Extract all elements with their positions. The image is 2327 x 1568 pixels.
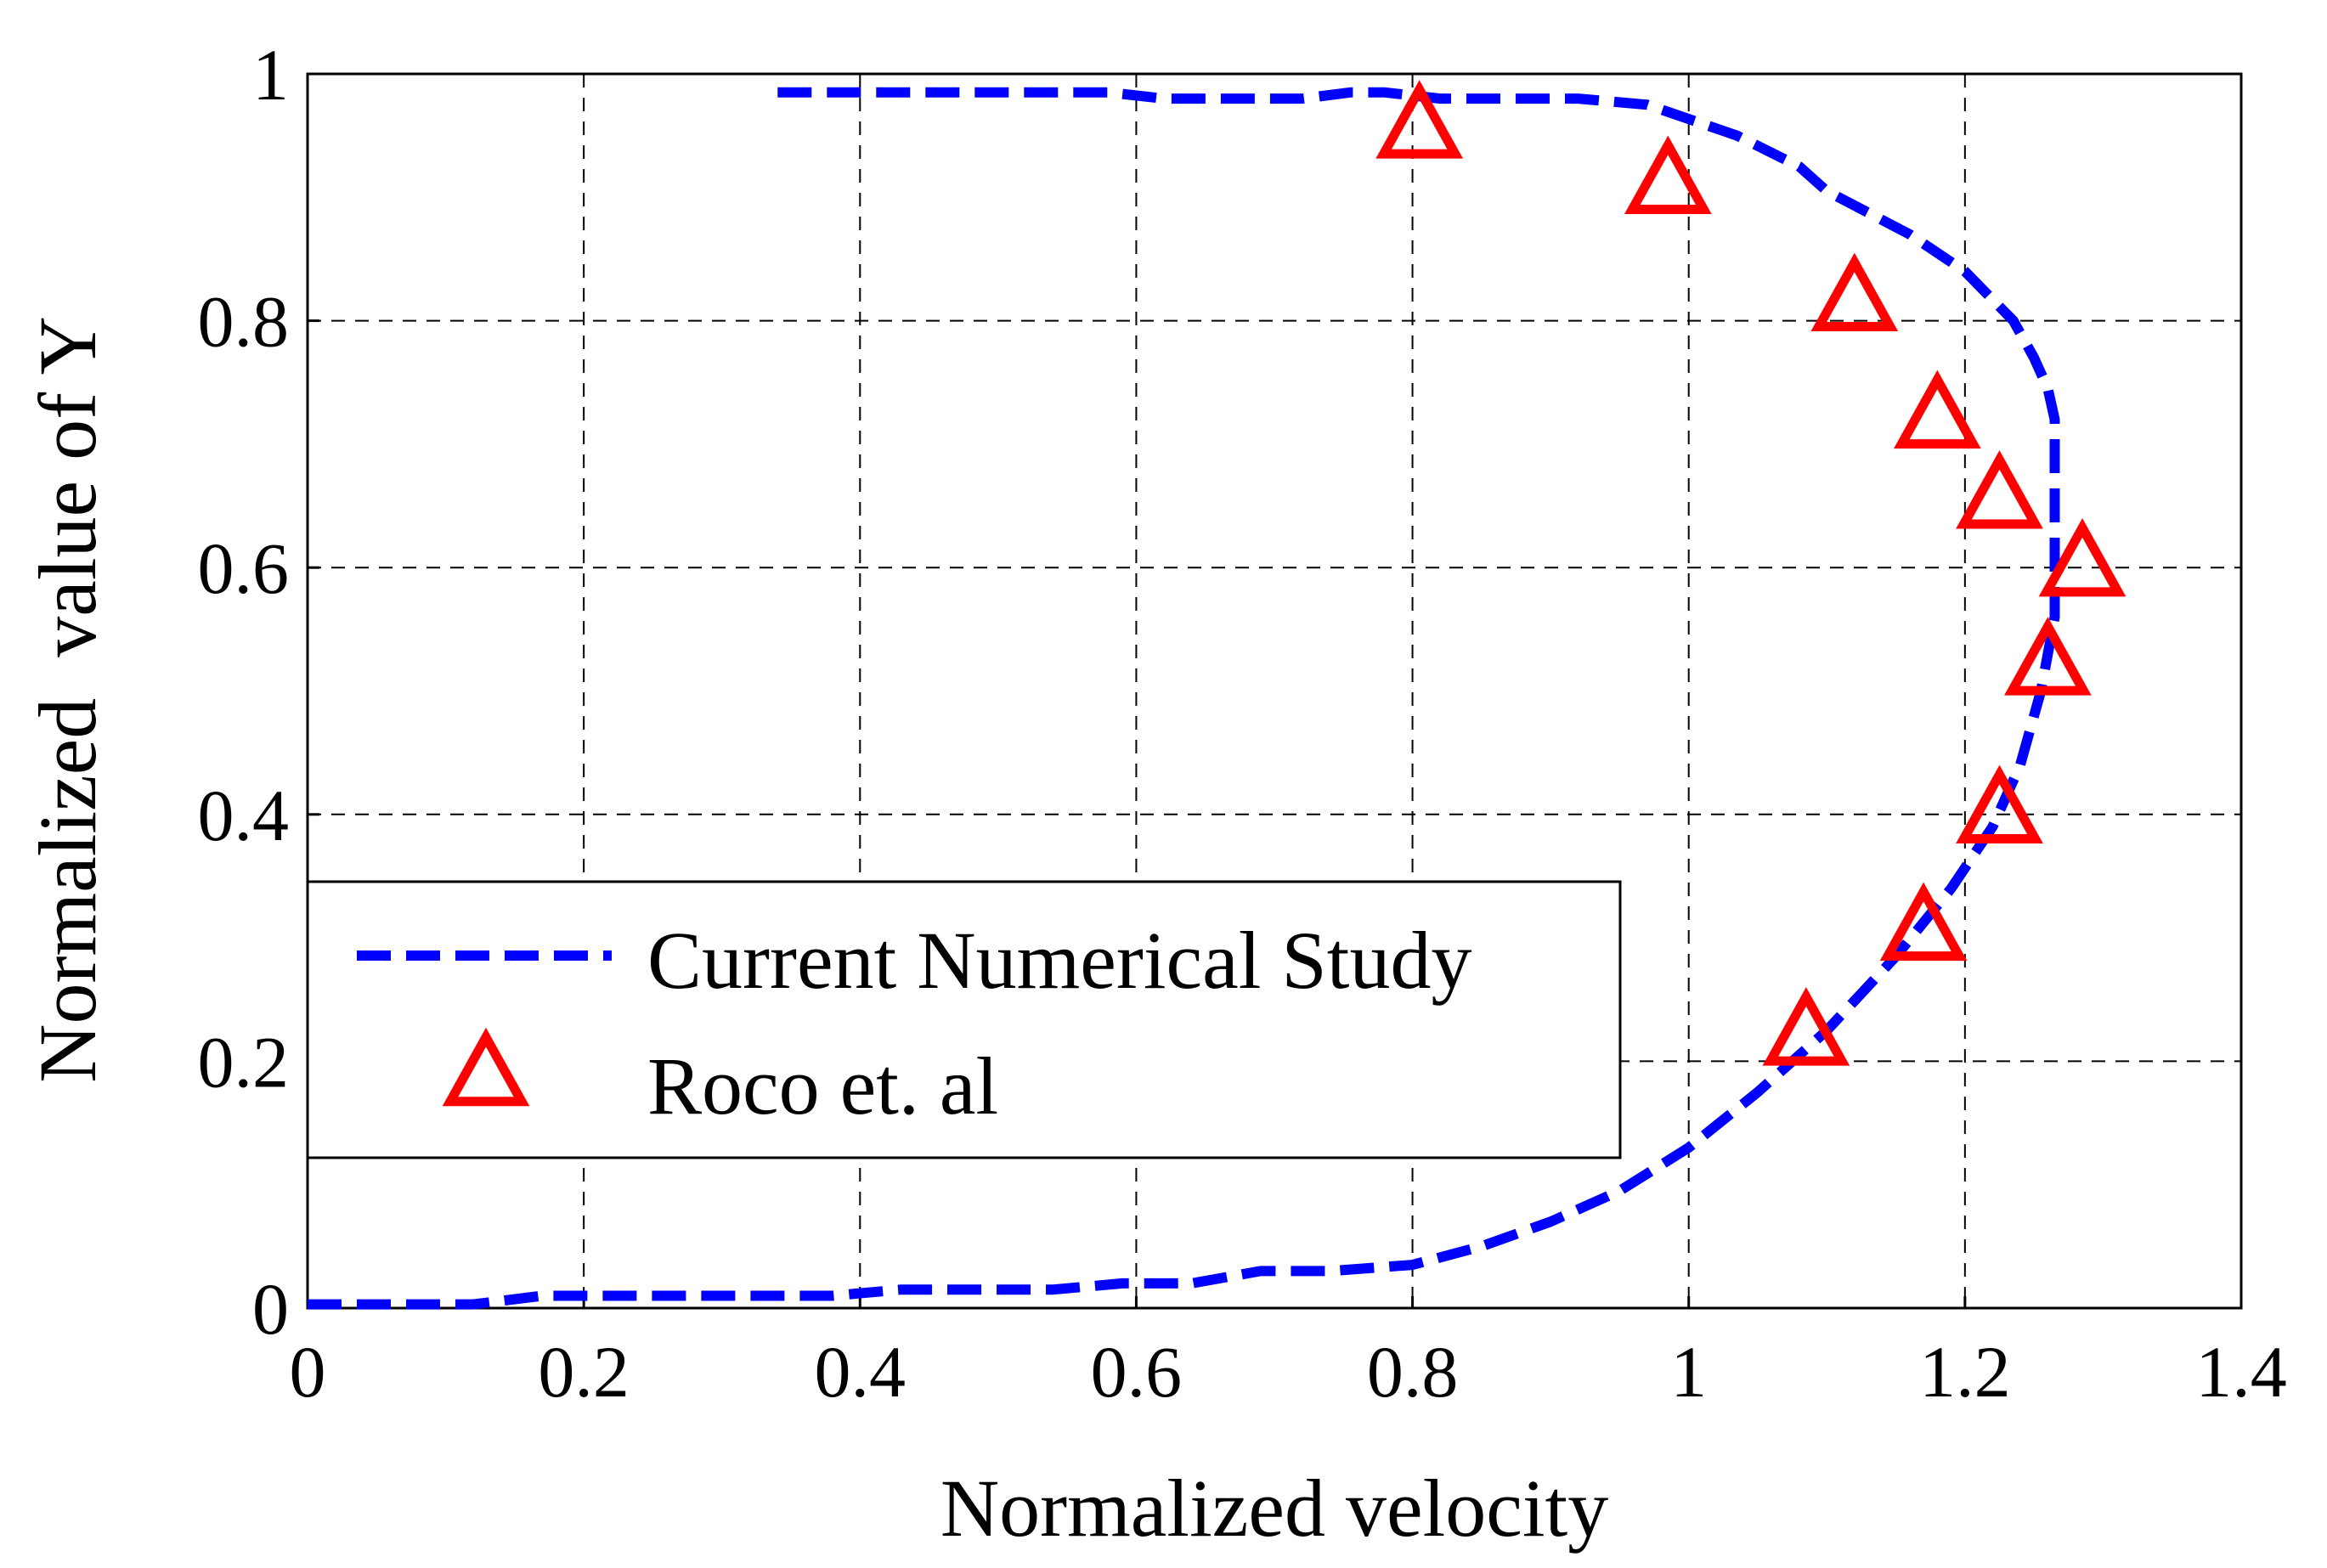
series-group: [308, 80, 2126, 1310]
x-tick-label: 0.6: [1091, 1331, 1183, 1413]
y-tick-label: 1: [252, 34, 289, 116]
plot-area-border: [306, 72, 2243, 1310]
y-axis-title: Normalized value of Y: [22, 316, 113, 1083]
data-point-roco-et-al: [1879, 882, 1968, 962]
x-tick-label: 1.4: [2195, 1331, 2287, 1413]
x-tick-label: 0: [290, 1331, 326, 1413]
data-point-roco-et-al: [1810, 252, 1899, 332]
legend-triangle-marker: [442, 1027, 530, 1107]
x-tick-label: 0.8: [1367, 1331, 1459, 1413]
data-point-roco-et-al: [1893, 369, 1981, 449]
y-tick-label: 0.6: [198, 527, 290, 609]
x-tick-label: 0.2: [538, 1331, 630, 1413]
data-point-roco-et-al: [1624, 135, 1712, 214]
data-point-roco-et-al: [2038, 518, 2126, 597]
legend-entry-roco-et-al: Roco et. al: [647, 1041, 998, 1131]
y-tick-label: 0.2: [198, 1021, 290, 1103]
legend-entry-current-numerical-study: Current Numerical Study: [647, 915, 1471, 1006]
x-axis-title: Normalized velocity: [940, 1463, 1608, 1554]
data-point-roco-et-al: [1956, 764, 2043, 844]
legend: Current Numerical Study Roco et. al: [306, 880, 1622, 1159]
y-tick-label: 0.4: [198, 775, 290, 856]
x-tick-label: 1: [1670, 1331, 1707, 1413]
y-tick-label: 0: [252, 1268, 289, 1350]
legend-box: [306, 880, 1622, 1159]
y-tick-label: 0.8: [198, 281, 290, 363]
x-tick-label: 1.2: [1919, 1331, 2011, 1413]
data-point-roco-et-al: [2004, 617, 2092, 696]
axis-ticks: 0 0.2 0.4 0.6 0.8 1 1.2 1.4 0 0.2 0.4 0.6 0.8 1: [198, 34, 2287, 1413]
data-point-roco-et-al: [1762, 987, 1850, 1066]
x-tick-label: 0.4: [815, 1331, 907, 1413]
data-point-roco-et-al: [1956, 450, 2043, 529]
data-point-roco-et-al: [1375, 80, 1464, 159]
